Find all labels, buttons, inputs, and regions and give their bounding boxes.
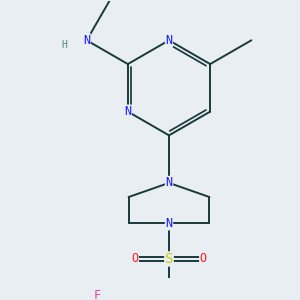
Text: O: O (200, 252, 207, 266)
Text: N: N (165, 176, 172, 189)
Text: S: S (165, 252, 173, 266)
Text: F: F (94, 289, 101, 300)
Text: N: N (83, 34, 90, 47)
Text: N: N (124, 105, 131, 118)
Text: N: N (165, 217, 172, 230)
Text: H: H (61, 40, 68, 50)
Text: N: N (165, 34, 172, 47)
Text: O: O (131, 252, 138, 266)
